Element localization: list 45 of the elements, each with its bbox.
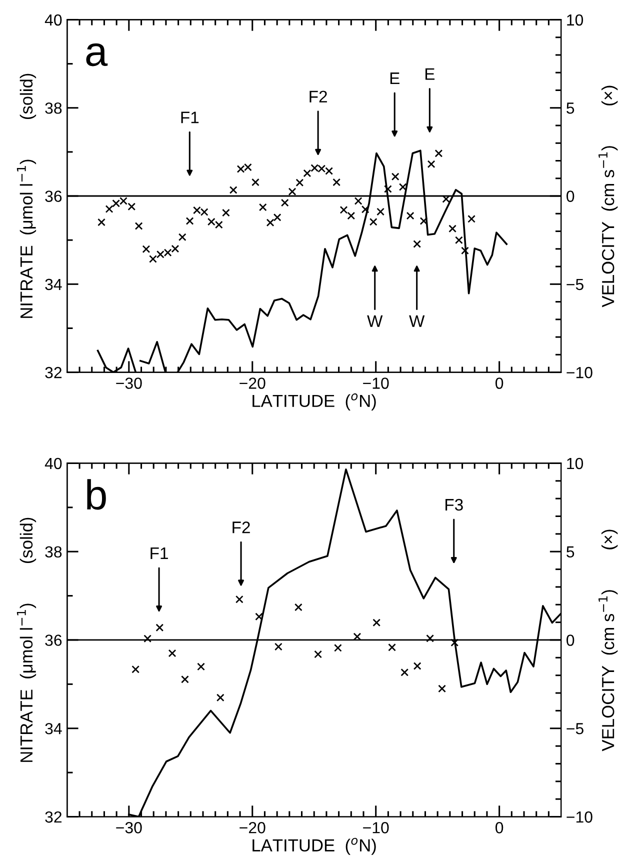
annotation: W <box>409 315 425 327</box>
annotation: F1 <box>150 547 168 559</box>
x-tick-label: −30 <box>116 378 142 389</box>
y-tick-label: 38 <box>45 102 62 114</box>
y-tick-label: 38 <box>45 546 62 558</box>
x-tick-label: −20 <box>240 822 266 834</box>
y2-tick-label: 10 <box>567 458 584 470</box>
annotation: b <box>87 479 106 510</box>
x-axis-title: LATITUDE ($^{o}$N) <box>252 393 376 410</box>
y-axis-title: NITRATE (μmol l$^{−1}$) (solid) <box>16 74 36 318</box>
annotation: a <box>86 43 108 66</box>
y-tick-label: 40 <box>44 14 62 26</box>
x-tick-label: −20 <box>240 378 266 389</box>
y2-tick-label: 0 <box>566 634 574 646</box>
annotation: F2 <box>232 522 250 534</box>
y-tick-label: 36 <box>45 190 62 202</box>
x-tick-label: 0 <box>495 822 504 834</box>
y-tick-label: 34 <box>45 722 62 734</box>
x-axis-title: LATITUDE ($^{o}$N) <box>252 838 376 855</box>
y2-tick-label: 5 <box>566 102 574 114</box>
annotation: F1 <box>181 112 199 124</box>
y2-axis-title: VELOCITY (cm s$^{−1}$) (×) <box>598 86 618 308</box>
y2-tick-label: −5 <box>566 278 584 290</box>
y-tick-label: 34 <box>45 278 62 290</box>
y2-tick-label: 0 <box>566 190 574 202</box>
y2-tick-label: −10 <box>566 366 592 378</box>
y2-tick-label: 10 <box>567 14 584 26</box>
y2-tick-label: −5 <box>566 723 584 734</box>
y-tick-label: 36 <box>45 634 62 646</box>
y-tick-label: 32 <box>45 366 62 378</box>
x-tick-label: −30 <box>116 822 142 834</box>
annotation: E <box>425 68 435 80</box>
annotation: F2 <box>310 90 327 102</box>
y-axis-title: NITRATE (μmol l$^{−1}$) (solid) <box>16 518 36 762</box>
y2-tick-label: −10 <box>566 811 592 823</box>
x-tick-label: −10 <box>363 822 389 834</box>
y2-tick-label: 5 <box>566 546 574 558</box>
y2-axis-title: VELOCITY (cm s$^{−1}$) (×) <box>598 530 618 752</box>
x-tick-label: −10 <box>363 378 389 389</box>
x-tick-label: 0 <box>495 378 504 389</box>
annotation: W <box>367 315 383 327</box>
y-tick-label: 32 <box>45 811 62 823</box>
y-tick-label: 40 <box>44 458 62 470</box>
annotation: F3 <box>446 498 463 511</box>
annotation: E <box>390 72 400 84</box>
